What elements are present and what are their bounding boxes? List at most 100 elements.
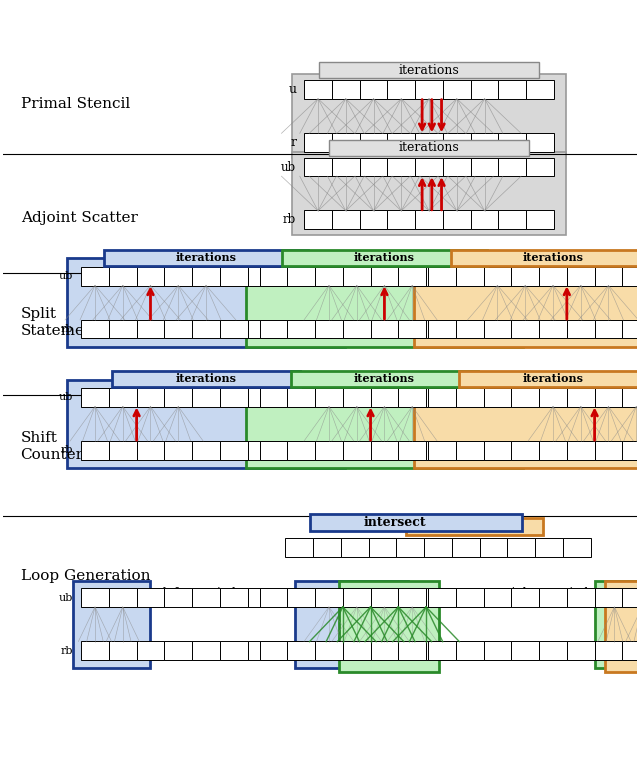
Bar (426, 641, 454, 660)
Bar (511, 319, 539, 338)
Bar (332, 80, 360, 99)
Bar (287, 388, 315, 407)
Bar (315, 266, 343, 285)
Bar (481, 588, 509, 607)
Bar (360, 157, 387, 176)
Bar (332, 210, 360, 229)
Bar (343, 319, 371, 338)
Bar (275, 641, 303, 660)
Bar (109, 641, 136, 660)
Bar (398, 588, 426, 607)
Bar (387, 210, 415, 229)
Bar (511, 441, 539, 459)
Bar (112, 371, 300, 387)
Bar (539, 319, 567, 338)
Bar (81, 388, 109, 407)
Text: Shift
Counters: Shift Counters (20, 431, 92, 462)
Bar (136, 641, 164, 660)
Bar (339, 581, 438, 672)
Text: left remainder: left remainder (163, 587, 249, 600)
Text: rb: rb (61, 445, 73, 455)
Bar (136, 266, 164, 285)
Bar (369, 538, 396, 557)
Bar (454, 588, 481, 607)
Bar (315, 441, 343, 459)
Bar (304, 210, 332, 229)
Bar (454, 388, 481, 407)
Bar (192, 441, 220, 459)
Bar (511, 388, 539, 407)
Bar (396, 538, 424, 557)
Bar (567, 441, 595, 459)
Bar (622, 588, 640, 607)
Bar (426, 319, 454, 338)
Bar (192, 641, 220, 660)
Bar (292, 151, 566, 235)
Text: iterations: iterations (175, 252, 237, 263)
Bar (343, 266, 371, 285)
Bar (426, 388, 454, 407)
Bar (248, 319, 275, 338)
Bar (456, 266, 484, 285)
Bar (192, 266, 220, 285)
Bar (164, 641, 192, 660)
Bar (343, 641, 371, 660)
Text: iterations: iterations (399, 64, 460, 76)
Bar (304, 133, 332, 152)
Bar (246, 379, 524, 468)
Bar (260, 319, 287, 338)
Bar (481, 641, 509, 660)
Text: iterations: iterations (354, 252, 415, 263)
Bar (456, 641, 484, 660)
Bar (319, 62, 539, 78)
Bar (454, 641, 481, 660)
Bar (452, 538, 479, 557)
Bar (567, 641, 595, 660)
Text: intersect: intersect (364, 516, 426, 529)
Bar (443, 133, 470, 152)
Bar (499, 210, 526, 229)
Bar (595, 266, 622, 285)
Bar (454, 441, 481, 459)
Text: r: r (290, 136, 296, 149)
Bar (460, 371, 640, 387)
Bar (192, 388, 220, 407)
Bar (248, 588, 275, 607)
Bar (539, 588, 567, 607)
Text: ub: ub (59, 593, 73, 603)
Bar (260, 588, 287, 607)
Bar (304, 157, 332, 176)
Bar (136, 319, 164, 338)
Bar (310, 514, 522, 531)
Bar (481, 441, 509, 459)
Bar (332, 133, 360, 152)
Bar (164, 266, 192, 285)
Bar (426, 588, 454, 607)
Bar (136, 388, 164, 407)
Bar (511, 641, 539, 660)
Bar (526, 80, 554, 99)
Bar (470, 210, 499, 229)
Bar (291, 371, 478, 387)
Text: right remainder: right remainder (506, 587, 600, 600)
Bar (511, 588, 539, 607)
Bar (622, 441, 640, 459)
Bar (303, 641, 331, 660)
Bar (622, 388, 640, 407)
Bar (260, 441, 287, 459)
Bar (275, 266, 303, 285)
Bar (287, 588, 315, 607)
Bar (428, 641, 456, 660)
Bar (567, 319, 595, 338)
Bar (539, 388, 567, 407)
Bar (526, 210, 554, 229)
Bar (81, 266, 109, 285)
Text: iterations: iterations (399, 142, 460, 154)
Bar (371, 588, 398, 607)
Bar (360, 210, 387, 229)
Bar (387, 80, 415, 99)
Bar (371, 641, 398, 660)
Bar (398, 319, 426, 338)
Bar (398, 266, 426, 285)
Bar (109, 319, 136, 338)
